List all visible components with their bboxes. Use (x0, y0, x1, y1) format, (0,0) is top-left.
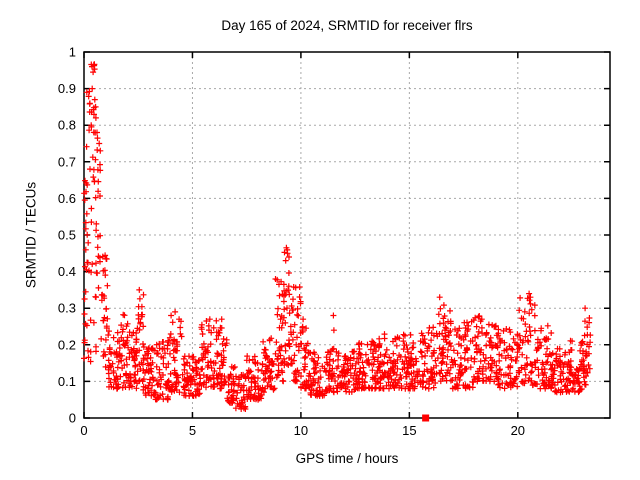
y-tick-label: 0 (69, 411, 76, 426)
plot-border (83, 51, 611, 419)
x-tick-label: 15 (402, 423, 416, 438)
x-tick-label: 5 (189, 423, 196, 438)
y-tick-label: 0.6 (58, 191, 76, 206)
x-axis-label: GPS time / hours (295, 451, 399, 466)
grid-lines (84, 52, 610, 418)
y-tick-label: 0.7 (58, 154, 76, 169)
x-tick-label: 10 (294, 423, 308, 438)
y-tick-label: 0.1 (58, 374, 76, 389)
scatter-points (81, 61, 594, 412)
y-tick-label: 0.5 (58, 228, 76, 243)
y-tick-label: 0.9 (58, 81, 76, 96)
y-tick-label: 1 (69, 45, 76, 60)
x-tick-label: 0 (80, 423, 87, 438)
y-tick-label: 0.4 (58, 264, 76, 279)
y-tick-label: 0.2 (58, 337, 76, 352)
x-tick-label: 20 (511, 423, 525, 438)
y-tick-label: 0.3 (58, 301, 76, 316)
chart-title: Day 165 of 2024, SRMTID for receiver flr… (221, 18, 473, 33)
square-marker (422, 414, 430, 422)
y-tick-label: 0.8 (58, 118, 76, 133)
